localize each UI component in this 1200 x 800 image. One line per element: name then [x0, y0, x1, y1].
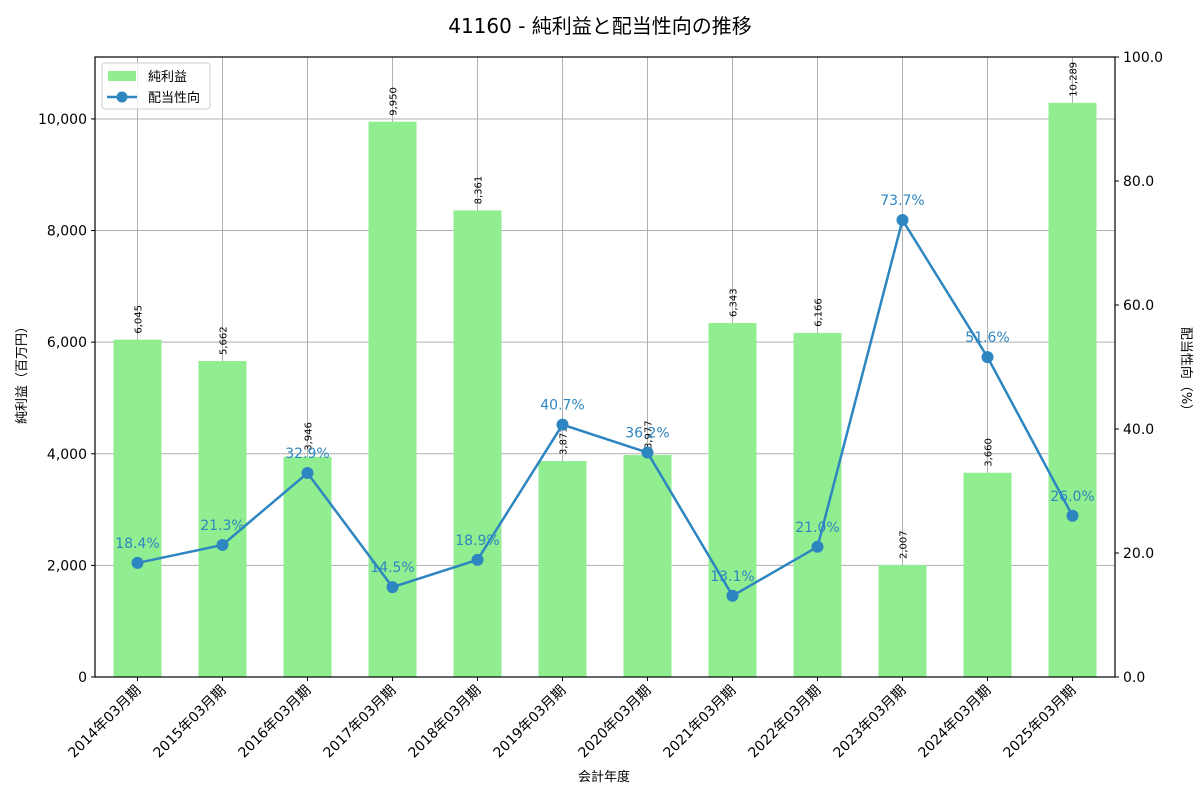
pct-value-label: 18.9%	[455, 533, 499, 549]
line-value-labels: 18.4% 21.3% 32.9% 14.5% 18.9% 40.7% 36.2% 13.1%…	[115, 193, 1094, 585]
x-tick-label: 2018年03月期	[406, 683, 485, 762]
bar	[453, 210, 502, 677]
right-tick-label: 40.0	[1123, 422, 1154, 438]
right-tick-label: 0.0	[1123, 670, 1145, 686]
bar-value-label: 8,361	[474, 176, 485, 205]
pct-value-label: 18.4%	[115, 536, 159, 552]
pct-value-label: 36.2%	[625, 426, 669, 442]
x-tick-label: 2015年03月期	[151, 683, 230, 762]
data-point-marker	[1066, 509, 1079, 522]
right-tick-label: 100.0	[1123, 50, 1163, 66]
left-y-axis: 0 2,000 4,000 6,000 8,000 10,000	[38, 112, 95, 686]
bar-value-label: 6,343	[729, 288, 740, 317]
x-tick-label: 2014年03月期	[66, 683, 145, 762]
chart-title: 41160 - 純利益と配当性向の推移	[448, 14, 752, 38]
pct-value-label: 40.7%	[540, 398, 584, 414]
bar	[368, 121, 417, 677]
left-tick-label: 0	[78, 670, 87, 686]
x-tick-label: 2025年03月期	[1001, 683, 1080, 762]
data-point-marker	[726, 589, 739, 602]
data-point-marker	[641, 446, 654, 459]
left-tick-label: 8,000	[47, 224, 87, 240]
right-tick-label: 20.0	[1123, 546, 1154, 562]
legend-bar-swatch-icon	[108, 71, 136, 81]
data-point-marker	[896, 214, 909, 227]
bar	[878, 564, 927, 677]
left-axis-label: 純利益（百万円）	[15, 320, 30, 424]
bar-value-label: 5,662	[219, 326, 230, 355]
bar-value-label: 6,045	[134, 305, 145, 334]
left-tick-label: 10,000	[38, 112, 87, 128]
legend-label-payout: 配当性向	[148, 90, 200, 106]
data-point-marker	[216, 538, 229, 551]
data-point-marker	[556, 418, 569, 431]
bar-value-label: 2,007	[899, 530, 910, 559]
pct-value-label: 14.5%	[370, 560, 414, 576]
bar	[623, 455, 672, 677]
data-point-marker	[131, 556, 144, 569]
bar	[708, 323, 757, 677]
data-point-marker	[471, 553, 484, 566]
right-y-axis: 0.0 20.0 40.0 60.0 80.0 100.0	[1115, 50, 1163, 686]
legend: 純利益 配当性向	[101, 62, 211, 110]
legend-label-net-income: 純利益	[148, 70, 187, 85]
x-tick-label: 2019年03月期	[491, 683, 570, 762]
x-tick-label: 2017年03月期	[321, 683, 400, 762]
pct-value-label: 32.9%	[285, 446, 329, 462]
right-tick-label: 80.0	[1123, 174, 1154, 190]
x-tick-label: 2021年03月期	[661, 683, 740, 762]
bar-value-label: 9,950	[389, 87, 400, 116]
left-tick-label: 6,000	[47, 335, 87, 351]
bar	[198, 361, 247, 677]
bar	[963, 472, 1012, 677]
x-axis: 2014年03月期 2015年03月期 2016年03月期 2017年03月期 2018…	[66, 677, 1080, 762]
bar-value-labels: 6,045 5,662 3,946 9,950 8,361 3,871 3,977 6,343…	[134, 62, 1080, 559]
bar-series-net-income	[113, 102, 1097, 677]
x-axis-label: 会計年度	[578, 769, 630, 785]
data-point-marker	[981, 351, 994, 364]
bar-value-label: 3,871	[559, 426, 570, 455]
right-tick-label: 60.0	[1123, 298, 1154, 314]
plot-frame	[94, 56, 1116, 678]
x-tick-label: 2016年03月期	[236, 683, 315, 762]
bar-value-label: 3,660	[984, 438, 995, 467]
left-tick-label: 2,000	[47, 558, 87, 574]
data-point-marker	[811, 540, 824, 553]
bar-value-label: 6,166	[814, 298, 825, 327]
pct-value-label: 21.0%	[795, 520, 839, 536]
data-point-marker	[301, 467, 314, 480]
pct-value-label: 13.1%	[710, 569, 754, 585]
x-tick-label: 2023年03月期	[831, 683, 910, 762]
bar-value-label: 3,946	[304, 422, 315, 451]
data-point-marker	[386, 581, 399, 594]
right-axis-label: 配当性向（%）	[1178, 327, 1194, 417]
legend-marker-icon	[116, 91, 128, 103]
bar	[113, 339, 162, 677]
bar-value-label: 3,977	[644, 420, 655, 449]
left-tick-label: 4,000	[47, 447, 87, 463]
pct-value-label: 51.6%	[965, 330, 1009, 346]
bar	[793, 332, 842, 677]
bar	[283, 456, 332, 677]
pct-value-label: 26.0%	[1050, 489, 1094, 505]
bar	[538, 460, 587, 677]
payout-line	[137, 216, 1074, 598]
x-tick-label: 2020年03月期	[576, 683, 655, 762]
x-tick-label: 2024年03月期	[916, 683, 995, 762]
pct-value-label: 21.3%	[200, 518, 244, 534]
bar	[1048, 102, 1097, 677]
pct-value-label: 73.7%	[880, 193, 924, 209]
bar-value-label: 10,289	[1069, 62, 1080, 97]
x-tick-label: 2022年03月期	[746, 683, 825, 762]
grid-lines	[95, 57, 1115, 677]
line-series-payout-ratio	[131, 214, 1079, 602]
